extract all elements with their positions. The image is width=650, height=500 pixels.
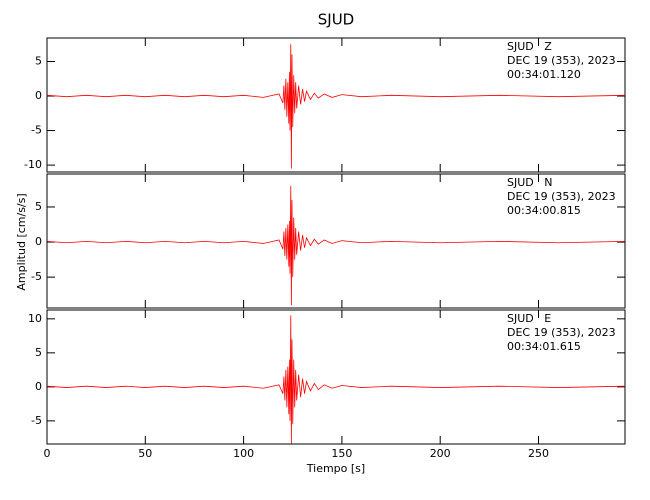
annotation: DEC 19 (353), 2023 — [507, 54, 616, 67]
x-axis-label: Tiempo [s] — [306, 462, 365, 475]
y-tick-label: -5 — [31, 414, 42, 427]
annotation: 00:34:00.815 — [507, 204, 581, 217]
panel-frame — [46, 173, 626, 309]
x-tick-label: 100 — [233, 447, 254, 460]
y-tick-label: 0 — [35, 89, 42, 102]
x-tick-label: 150 — [331, 447, 352, 460]
annotation: SJUD E — [507, 312, 551, 325]
y-tick-label: -5 — [31, 270, 42, 283]
chart-title: SJUD — [318, 11, 354, 29]
y-tick-label: 5 — [35, 54, 42, 67]
y-axis-label: Amplitud [cm/s/s] — [15, 193, 28, 290]
panel-frame — [46, 309, 626, 445]
y-tick-label: 0 — [35, 235, 42, 248]
panel-frame — [46, 37, 626, 173]
waveform — [46, 44, 626, 169]
x-tick-label: 200 — [430, 447, 451, 460]
annotation: 00:34:01.120 — [507, 68, 581, 81]
waveform — [46, 185, 626, 306]
x-tick-label: 50 — [138, 447, 152, 460]
y-tick-label: 10 — [28, 312, 42, 325]
y-tick-label: -5 — [31, 124, 42, 137]
y-tick-label: 5 — [35, 346, 42, 359]
y-tick-label: -10 — [24, 158, 42, 171]
waveform — [46, 315, 626, 444]
annotation: SJUD N — [507, 176, 552, 189]
x-tick-label: 0 — [44, 447, 51, 460]
y-tick-label: 0 — [35, 380, 42, 393]
annotation: DEC 19 (353), 2023 — [507, 326, 616, 339]
y-tick-label: 5 — [35, 200, 42, 213]
annotation: DEC 19 (353), 2023 — [507, 190, 616, 203]
annotation: SJUD Z — [507, 40, 552, 53]
annotation: 00:34:01.615 — [507, 340, 581, 353]
x-tick-label: 250 — [528, 447, 549, 460]
